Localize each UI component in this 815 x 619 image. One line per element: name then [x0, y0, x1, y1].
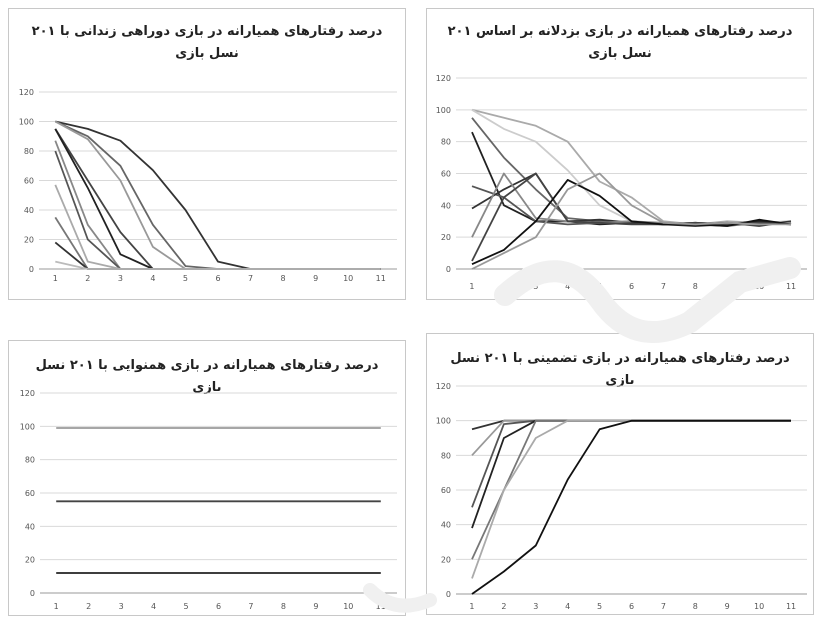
- x-tick-label: 3: [533, 282, 538, 291]
- x-tick-label: 4: [150, 274, 155, 283]
- x-tick-label: 1: [469, 282, 474, 291]
- x-tick-label: 6: [629, 602, 634, 611]
- x-tick-label: 7: [248, 602, 253, 611]
- chart-panel-chicken-game: درصد رفتارهای همیارانه در بازی بزدلانه ب…: [426, 8, 814, 300]
- series-line-4: [471, 419, 791, 529]
- x-tick-label: 5: [183, 274, 188, 283]
- y-tick-label: 20: [24, 236, 34, 245]
- x-tick-label: 5: [597, 602, 602, 611]
- x-tick-label: 8: [281, 602, 286, 611]
- y-tick-label: 100: [436, 417, 451, 426]
- y-tick-label: 20: [25, 556, 35, 565]
- x-tick-label: 10: [343, 602, 353, 611]
- series-line-7: [471, 419, 791, 595]
- y-tick-label: 120: [20, 389, 35, 398]
- series-line-10: [471, 172, 791, 270]
- series-line-6: [471, 419, 791, 579]
- y-tick-label: 40: [441, 521, 451, 530]
- y-tick-label: 100: [20, 422, 35, 431]
- x-tick-label: 4: [565, 602, 570, 611]
- x-tick-label: 11: [786, 602, 796, 611]
- series-line-8: [54, 184, 381, 270]
- y-tick-label: 60: [441, 486, 451, 495]
- x-tick-label: 9: [313, 602, 318, 611]
- y-tick-label: 100: [19, 118, 34, 127]
- x-tick-label: 10: [754, 282, 764, 291]
- x-tick-label: 10: [343, 274, 353, 283]
- y-tick-label: 0: [446, 265, 451, 274]
- y-tick-label: 80: [441, 451, 451, 460]
- x-tick-label: 3: [119, 602, 124, 611]
- y-tick-label: 0: [446, 590, 451, 599]
- chart-panel-assurance-game: درصد رفتارهای همیارانه در بازی تضمینی با…: [426, 333, 814, 615]
- y-tick-label: 20: [441, 555, 451, 564]
- x-tick-label: 9: [725, 602, 730, 611]
- y-tick-label: 60: [25, 489, 35, 498]
- chart-title: درصد رفتارهای همیارانه در بازی تضمینی با…: [450, 351, 790, 388]
- x-tick-label: 3: [533, 602, 538, 611]
- x-tick-label: 7: [661, 282, 666, 291]
- y-tick-label: 0: [30, 589, 35, 598]
- x-tick-label: 8: [693, 282, 698, 291]
- x-tick-label: 2: [501, 602, 506, 611]
- x-tick-label: 6: [216, 602, 221, 611]
- chart-svg: 0 20 40 60 80 100 120 1 2 3 4 5 6 7 8 9 10 11: [19, 88, 397, 283]
- x-tick-label: 11: [376, 602, 386, 611]
- x-tick-label: 7: [248, 274, 253, 283]
- series-line-4: [471, 131, 792, 227]
- y-tick-label: 40: [441, 201, 451, 210]
- x-tick-label: 9: [725, 282, 730, 291]
- chart-svg: 0 20 40 60 80 100 120 1 2 3 4 5 6 7 8 9 10 11: [436, 382, 807, 611]
- y-tick-label: 40: [25, 522, 35, 531]
- x-tick-label: 6: [629, 282, 634, 291]
- x-tick-label: 6: [215, 274, 220, 283]
- x-tick-label: 5: [183, 602, 188, 611]
- x-tick-label: 10: [754, 602, 764, 611]
- y-tick-label: 100: [436, 106, 451, 115]
- x-tick-label: 9: [313, 274, 318, 283]
- chart-panel-prisoners-dilemma: درصد رفتارهای همیارانه در بازی دوراهی زن…: [8, 8, 406, 300]
- x-tick-label: 1: [469, 602, 474, 611]
- x-tick-label: 11: [786, 282, 796, 291]
- x-tick-label: 2: [501, 282, 506, 291]
- series-line-11: [55, 260, 381, 270]
- y-tick-label: 40: [24, 206, 34, 215]
- y-tick-label: 60: [24, 177, 34, 186]
- y-tick-label: 120: [436, 382, 451, 391]
- y-tick-label: 80: [24, 147, 34, 156]
- x-tick-label: 2: [85, 274, 90, 283]
- x-tick-label: 8: [693, 602, 698, 611]
- x-tick-label: 1: [54, 602, 59, 611]
- x-tick-label: 4: [151, 602, 156, 611]
- series-line-2: [471, 419, 791, 456]
- y-tick-label: 120: [19, 88, 34, 97]
- x-tick-label: 4: [565, 282, 570, 291]
- chart-title: درصد رفتارهای همیارانه در بازی همنوایی ب…: [35, 358, 379, 395]
- series-line-6: [471, 172, 792, 227]
- x-tick-label: 11: [376, 274, 386, 283]
- y-tick-label: 120: [436, 74, 451, 83]
- x-tick-label: 5: [597, 282, 602, 291]
- series-line-2: [471, 109, 792, 226]
- x-tick-label: 3: [118, 274, 123, 283]
- chart-title: درصد رفتارهای همیارانه در بازی دوراهی زن…: [31, 24, 383, 61]
- series-line-8: [471, 172, 792, 262]
- y-tick-label: 20: [441, 233, 451, 242]
- x-tick-label: 8: [281, 274, 286, 283]
- y-tick-label: 0: [29, 265, 34, 274]
- chart-panel-coordination-game: درصد رفتارهای همیارانه در بازی همنوایی ب…: [8, 340, 406, 616]
- y-tick-label: 80: [441, 138, 451, 147]
- x-tick-label: 2: [86, 602, 91, 611]
- series-line-1: [471, 108, 792, 226]
- y-tick-label: 60: [441, 170, 451, 179]
- chart-title: درصد رفتارهای همیارانه در بازی بزدلانه ب…: [447, 24, 793, 61]
- x-tick-label: 1: [53, 274, 58, 283]
- series-line-9: [471, 178, 792, 266]
- chart-svg: 0 20 40 60 80 100 120 1 2 3 4 5 6 7 8 9 10 11: [20, 389, 397, 611]
- chart-svg: 0 20 40 60 80 100 120 1 2 3 4 5 6 7 8 9 10 11: [436, 74, 807, 291]
- x-tick-label: 7: [661, 602, 666, 611]
- y-tick-label: 80: [25, 456, 35, 465]
